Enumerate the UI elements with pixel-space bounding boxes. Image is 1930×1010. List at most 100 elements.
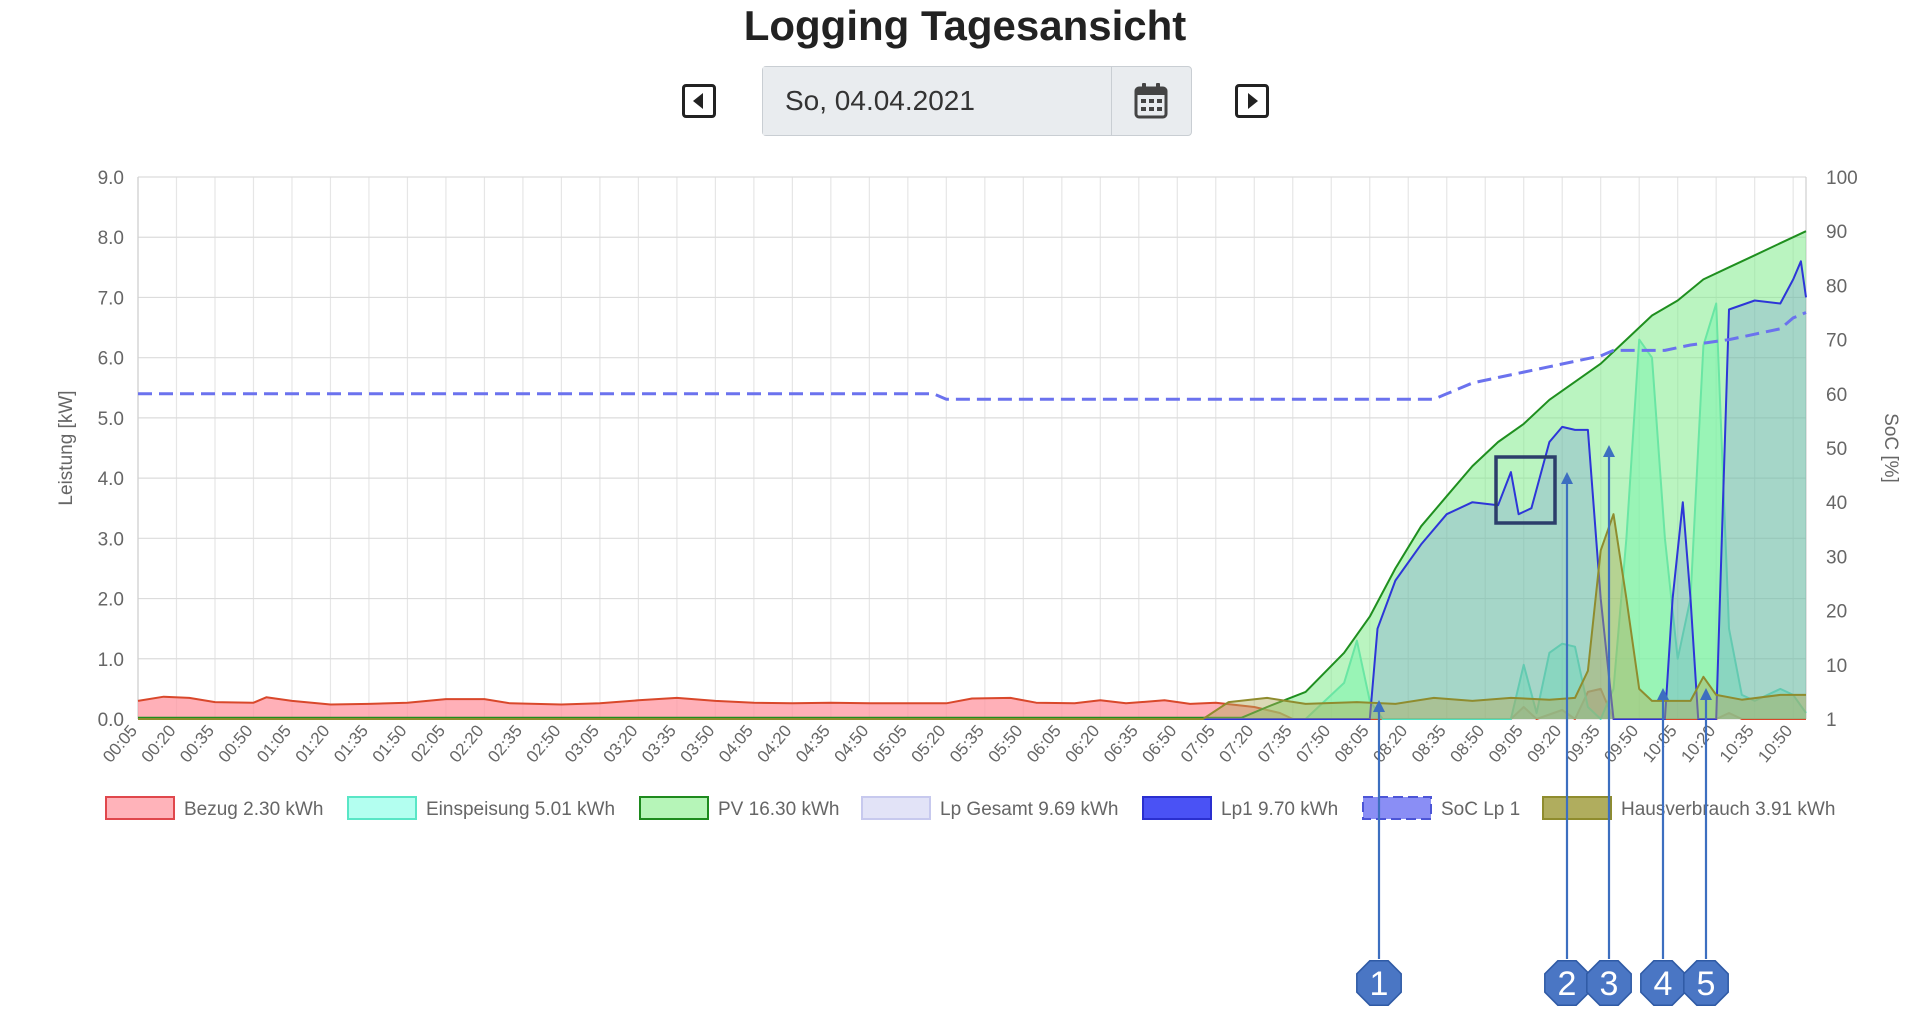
y-axis-title: Leistung [kW] — [56, 390, 77, 505]
marker-number: 2 — [1558, 965, 1577, 1003]
marker-badge — [1683, 960, 1729, 1006]
x-tick-label: 09:35 — [1562, 721, 1604, 766]
calendar-button[interactable] — [1111, 67, 1191, 135]
marker-number: 5 — [1697, 965, 1716, 1003]
x-tick-label: 10:35 — [1716, 721, 1758, 766]
x-tick-label: 03:20 — [600, 721, 642, 766]
x-tick-label: 03:35 — [638, 721, 680, 766]
x-tick-label: 07:50 — [1292, 721, 1334, 766]
x-tick-label: 01:50 — [369, 721, 411, 766]
highlight-box — [1494, 455, 1557, 525]
x-tick-label: 09:50 — [1600, 721, 1642, 766]
y-tick-label: 0.0 — [98, 710, 124, 731]
y2-tick-label: 1 — [1826, 710, 1837, 731]
x-tick-label: 05:05 — [869, 721, 911, 766]
x-tick-label: 00:20 — [138, 721, 180, 766]
x-tick-label: 05:50 — [984, 721, 1026, 766]
date-picker — [762, 66, 1192, 136]
calendar-icon — [1134, 83, 1168, 119]
marker-pointer-arrow — [1603, 445, 1615, 457]
legend-swatch — [105, 796, 175, 820]
y-tick-label: 7.0 — [98, 288, 124, 309]
x-tick-label: 06:20 — [1061, 721, 1103, 766]
x-tick-label: 03:50 — [677, 721, 719, 766]
x-tick-label: 08:05 — [1331, 721, 1373, 766]
caret-right-icon — [1248, 93, 1258, 109]
x-tick-label: 01:05 — [253, 721, 295, 766]
next-day-button[interactable] — [1235, 84, 1269, 118]
y2-tick-label: 40 — [1826, 493, 1847, 514]
x-tick-label: 09:20 — [1523, 721, 1565, 766]
x-tick-label: 06:05 — [1023, 721, 1065, 766]
marker-pointer-arrow — [1561, 472, 1573, 484]
y-tick-label: 3.0 — [98, 529, 124, 550]
caret-left-icon — [693, 93, 703, 109]
x-tick-label: 10:05 — [1639, 721, 1681, 766]
y2-tick-label: 90 — [1826, 222, 1847, 243]
legend-swatch — [1142, 796, 1212, 820]
date-navigation — [0, 66, 1930, 138]
x-tick-label: 10:50 — [1754, 721, 1796, 766]
marker-badge — [1640, 960, 1686, 1006]
y-tick-label: 9.0 — [98, 168, 124, 189]
legend-swatch — [1362, 796, 1432, 820]
y2-axis-title: SoC [%] — [1880, 413, 1901, 483]
date-input[interactable] — [763, 67, 1111, 135]
series-area-3 — [138, 261, 1806, 719]
x-tick-label: 08:50 — [1446, 721, 1488, 766]
x-tick-label: 10:20 — [1677, 721, 1719, 766]
marker-badge — [1356, 960, 1402, 1006]
y2-tick-label: 100 — [1826, 168, 1858, 189]
series-line-3 — [138, 260, 1807, 720]
x-tick-label: 06:35 — [1100, 721, 1142, 766]
y2-tick-label: 10 — [1826, 656, 1847, 677]
x-tick-label: 02:35 — [484, 721, 526, 766]
marker-pointer-arrow — [1700, 688, 1712, 700]
marker-pointer-arrow — [1657, 688, 1669, 700]
y-tick-label: 4.0 — [98, 469, 124, 490]
marker-badge — [1544, 960, 1590, 1006]
x-tick-label: 07:20 — [1215, 721, 1257, 766]
x-tick-label: 02:20 — [446, 721, 488, 766]
x-tick-label: 03:05 — [561, 721, 603, 766]
y2-tick-label: 50 — [1826, 439, 1847, 460]
x-tick-label: 05:20 — [907, 721, 949, 766]
legend-label: Lp Gesamt 9.69 kWh — [940, 799, 1118, 820]
legend-swatch — [347, 796, 417, 820]
prev-day-button[interactable] — [682, 84, 716, 118]
marker-number: 1 — [1370, 965, 1389, 1003]
series-area-0 — [138, 688, 1806, 719]
marker-number: 3 — [1600, 965, 1619, 1003]
legend-swatch — [861, 796, 931, 820]
x-tick-label: 01:20 — [292, 721, 334, 766]
marker-pointer-arrow — [1373, 700, 1385, 712]
series-line-4 — [138, 513, 1806, 720]
y-tick-label: 5.0 — [98, 409, 124, 430]
y2-tick-label: 20 — [1826, 602, 1847, 623]
x-tick-label: 00:50 — [215, 721, 257, 766]
legend-swatch — [639, 796, 709, 820]
y2-tick-label: 70 — [1826, 331, 1847, 352]
legend-swatch — [1542, 796, 1612, 820]
y2-tick-label: 60 — [1826, 385, 1847, 406]
x-tick-label: 07:05 — [1177, 721, 1219, 766]
legend-label: SoC Lp 1 — [1441, 799, 1520, 820]
x-tick-label: 05:35 — [946, 721, 988, 766]
x-tick-label: 08:20 — [1369, 721, 1411, 766]
x-tick-label: 02:05 — [407, 721, 449, 766]
x-tick-label: 04:20 — [754, 721, 796, 766]
y-tick-label: 6.0 — [98, 349, 124, 370]
legend-label: Lp1 9.70 kWh — [1221, 799, 1338, 820]
legend-label: Bezug 2.30 kWh — [184, 799, 323, 820]
marker-badge — [1586, 960, 1632, 1006]
legend-label: Einspeisung 5.01 kWh — [426, 799, 615, 820]
series-line-5 — [138, 311, 1807, 401]
x-tick-label: 02:50 — [523, 721, 565, 766]
y-tick-label: 8.0 — [98, 228, 124, 249]
x-tick-label: 04:35 — [792, 721, 834, 766]
page-title: Logging Tagesansicht — [743, 2, 1187, 49]
x-tick-label: 00:35 — [176, 721, 218, 766]
x-tick-label: 08:35 — [1408, 721, 1450, 766]
legend-label: PV 16.30 kWh — [718, 799, 839, 820]
series-line-2 — [138, 230, 1807, 719]
